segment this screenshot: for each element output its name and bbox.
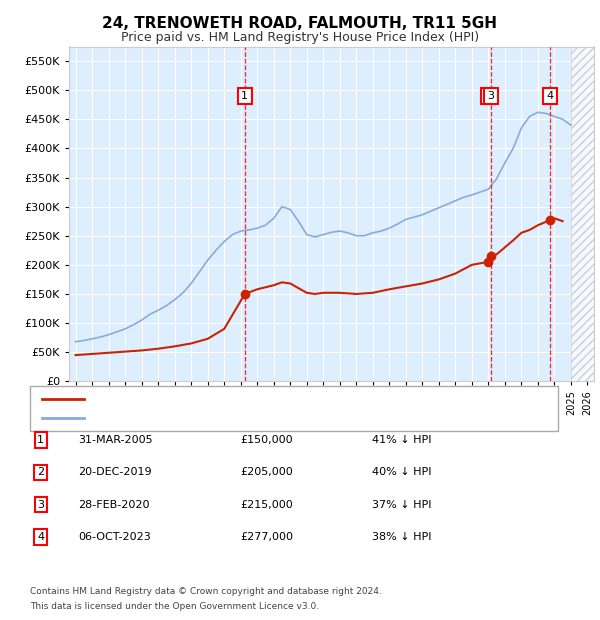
- Text: 40% ↓ HPI: 40% ↓ HPI: [372, 467, 431, 477]
- Text: 24, TRENOWETH ROAD, FALMOUTH, TR11 5GH: 24, TRENOWETH ROAD, FALMOUTH, TR11 5GH: [103, 16, 497, 30]
- Text: £277,000: £277,000: [240, 532, 293, 542]
- Text: HPI: Average price, detached house, Cornwall: HPI: Average price, detached house, Corn…: [93, 414, 347, 423]
- Text: 4: 4: [37, 532, 44, 542]
- Text: £215,000: £215,000: [240, 500, 293, 510]
- Text: 06-OCT-2023: 06-OCT-2023: [78, 532, 151, 542]
- Text: Contains HM Land Registry data © Crown copyright and database right 2024.: Contains HM Land Registry data © Crown c…: [30, 587, 382, 596]
- Text: This data is licensed under the Open Government Licence v3.0.: This data is licensed under the Open Gov…: [30, 601, 319, 611]
- Text: 4: 4: [547, 91, 554, 101]
- Text: 1: 1: [241, 91, 248, 101]
- Text: 41% ↓ HPI: 41% ↓ HPI: [372, 435, 431, 445]
- Text: 3: 3: [37, 500, 44, 510]
- Text: 38% ↓ HPI: 38% ↓ HPI: [372, 532, 431, 542]
- Text: £205,000: £205,000: [240, 467, 293, 477]
- Text: 1: 1: [37, 435, 44, 445]
- Text: 3: 3: [488, 91, 494, 101]
- Text: 37% ↓ HPI: 37% ↓ HPI: [372, 500, 431, 510]
- Text: 24, TRENOWETH ROAD, FALMOUTH, TR11 5GH (detached house): 24, TRENOWETH ROAD, FALMOUTH, TR11 5GH (…: [93, 394, 455, 404]
- Text: 20-DEC-2019: 20-DEC-2019: [78, 467, 152, 477]
- Text: 2: 2: [37, 467, 44, 477]
- Text: £150,000: £150,000: [240, 435, 293, 445]
- Text: 28-FEB-2020: 28-FEB-2020: [78, 500, 149, 510]
- Text: 2: 2: [484, 91, 491, 101]
- Text: 31-MAR-2005: 31-MAR-2005: [78, 435, 152, 445]
- Text: Price paid vs. HM Land Registry's House Price Index (HPI): Price paid vs. HM Land Registry's House …: [121, 31, 479, 44]
